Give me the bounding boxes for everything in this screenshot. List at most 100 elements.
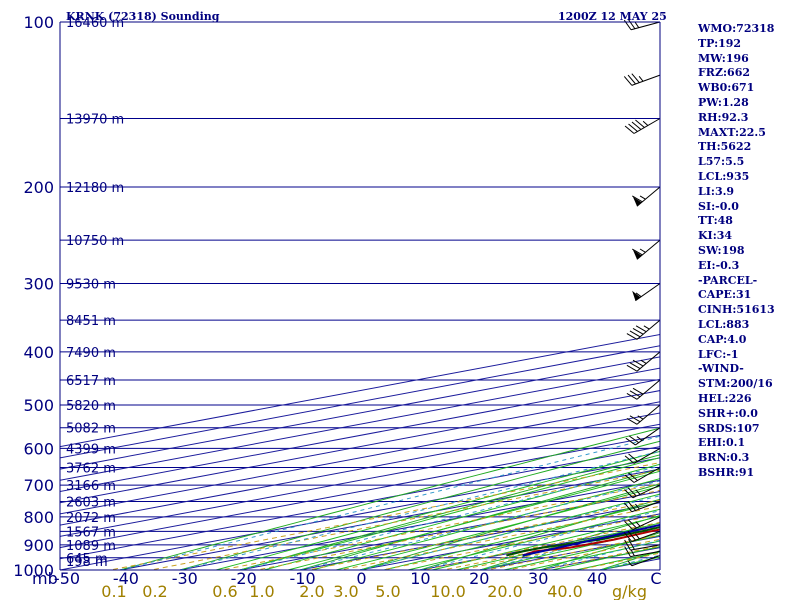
barb-full: [631, 248, 643, 256]
index-item: LCL:935: [698, 169, 750, 183]
index-item: HEL:226: [698, 391, 752, 405]
wind-barb: [625, 427, 661, 446]
temperature-tick-label: 20: [469, 569, 489, 588]
index-item: TT:48: [698, 214, 733, 228]
isotherm: [60, 446, 660, 560]
barb-full: [627, 519, 637, 529]
barb-full: [624, 539, 631, 551]
chart-title: KRNK (72318) Sounding: [66, 10, 220, 23]
height-labels: 16460 m 13970 m 12180 m 10750 m 9530 m 8451 m…: [66, 16, 124, 570]
temperature-tick-label: -50: [54, 569, 80, 588]
index-item: LCL:883: [698, 317, 750, 331]
barb-full: [632, 359, 644, 367]
height-label: 3762 m: [66, 461, 116, 476]
mixing-ratio-tick-label: 20.0: [487, 582, 523, 600]
index-item: WB0:671: [698, 81, 755, 95]
height-label: 2603 m: [66, 496, 116, 511]
barb-half: [635, 489, 641, 495]
barb-full: [635, 119, 645, 128]
index-item: -WIND-: [698, 362, 744, 376]
height-label: 6517 m: [66, 374, 116, 389]
pressure-tick-label: 200: [23, 178, 54, 197]
pressure-tick-label: 1000: [13, 561, 54, 580]
barb-half: [635, 292, 642, 298]
barb-staff: [633, 447, 661, 464]
mixing-ratio-line: [505, 538, 660, 570]
index-item: LI:3.9: [698, 184, 735, 198]
barb-full: [627, 501, 636, 511]
barb-staff: [633, 118, 661, 134]
barb-half: [637, 415, 644, 420]
index-item: LFC:-1: [698, 347, 739, 361]
index-item: -PARCEL-: [698, 273, 758, 287]
isotherm: [60, 401, 660, 515]
temperature-tick-label: -30: [172, 569, 198, 588]
barb-full: [631, 73, 640, 83]
height-label: 7490 m: [66, 346, 116, 361]
height-label: 13970 m: [66, 112, 124, 127]
index-item: EHI:0.1: [698, 436, 746, 450]
wind-barb: [632, 283, 661, 302]
dry-adiabat: [418, 498, 660, 570]
moist-adiabat: [359, 493, 660, 570]
barb-full: [629, 415, 641, 423]
barb-full: [632, 387, 644, 395]
background-lines: [60, 22, 660, 570]
moist-adiabat: [383, 501, 660, 570]
isotherm: [117, 468, 660, 570]
index-item: SI:-0.0: [698, 199, 739, 213]
pressure-tick-label: 100: [23, 13, 54, 32]
barb-full: [627, 18, 636, 30]
barb-half: [630, 550, 635, 557]
height-label: 10750 m: [66, 234, 124, 249]
barb-half: [635, 533, 640, 540]
barb-half: [635, 503, 640, 510]
barb-staff: [636, 379, 661, 400]
wind-barb: [624, 546, 661, 558]
pressure-tick-label: 400: [23, 343, 54, 362]
barb-full: [631, 121, 642, 130]
index-item: TH:5622: [698, 140, 752, 154]
barb-full: [626, 333, 638, 340]
barb-half: [643, 325, 650, 330]
height-label: 16460 m: [66, 16, 124, 31]
wind-barb: [624, 467, 661, 483]
barb-full: [629, 390, 641, 398]
barb-half: [634, 22, 640, 28]
height-label: 645 m: [66, 552, 108, 567]
height-label: 3166 m: [66, 479, 116, 494]
stability-indices: WMO:72318 TP:192 MW:196 FRZ:662 WB0:671 PW:1.…: [698, 22, 775, 481]
isotherm: [60, 390, 660, 504]
mixing-ratio-tick-label: 5.0: [375, 582, 400, 600]
height-label: 1089 m: [66, 539, 116, 554]
barb-staff: [630, 550, 661, 558]
wind-barb: [624, 539, 661, 551]
mixing-ratio-tick-label: 0.2: [142, 582, 167, 600]
isotherm: [60, 412, 660, 526]
barb-full: [635, 325, 647, 333]
mixing-ratio-line: [575, 552, 660, 570]
temperature-tick-label: 0: [356, 569, 366, 588]
height-label: 198 m: [66, 555, 108, 570]
dry-adiabat: [238, 454, 660, 570]
wind-barb: [626, 404, 661, 425]
pressure-tick-label: 900: [23, 536, 54, 555]
wind-barb: [623, 530, 661, 543]
wind-barb: [626, 379, 661, 400]
barb-full: [627, 530, 636, 541]
barb-staff: [631, 530, 661, 543]
barb-staff: [632, 484, 661, 499]
wind-barb: [627, 555, 661, 567]
index-item: CAPE:31: [698, 288, 752, 302]
moist-adiabat: [455, 522, 660, 570]
barb-half: [627, 560, 633, 567]
isotherm: [60, 378, 660, 493]
moist-adiabat: [287, 470, 660, 570]
index-item: CINH:51613: [698, 303, 775, 317]
index-item: PW:1.28: [698, 95, 749, 109]
wind-barb: [624, 447, 661, 464]
pressure-tick-label: 800: [23, 508, 54, 527]
temperature-tick-label: 10: [410, 569, 430, 588]
